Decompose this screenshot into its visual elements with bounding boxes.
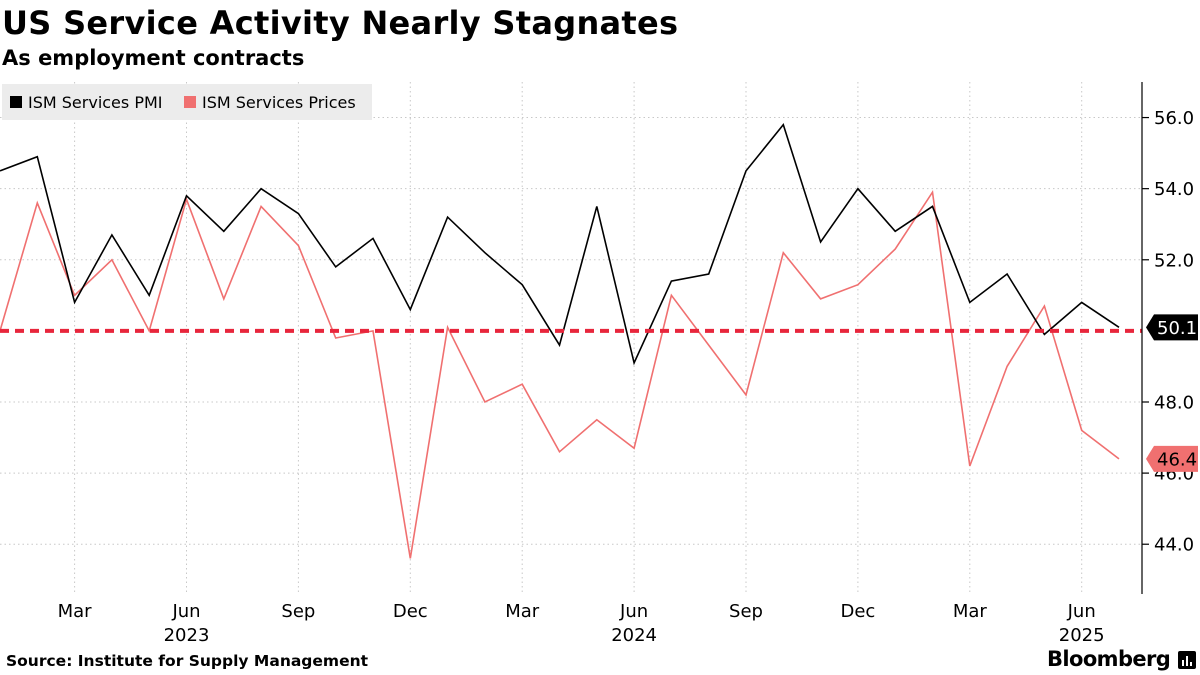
y-tick-label: 48.0 [1154,393,1194,414]
x-tick-label: Jun [171,601,200,622]
series-lines [0,123,1120,559]
series-line-pmi [0,123,1120,366]
y-tick-label: 44.0 [1154,535,1194,556]
x-tick-label: Mar [953,601,988,622]
source-note: Source: Institute for Supply Management [6,652,369,670]
bloomberg-terminal-icon [1178,651,1196,669]
x-tick-label: Jun [1067,601,1096,622]
end-label-prices: 46.4 [1157,449,1197,470]
y-tick-label: 56.0 [1154,108,1194,129]
end-tag-pmi [1146,314,1198,341]
x-year-label: 2025 [1059,625,1105,646]
x-tick-label: Dec [393,601,428,622]
x-year-label: 2023 [164,625,210,646]
series-line-prices [0,189,1120,559]
x-tick-label: Jun [619,601,648,622]
legend-swatch-pmi [10,96,22,108]
chart-title: US Service Activity Nearly Stagnates [2,4,679,42]
legend-label-prices: ISM Services Prices [202,93,356,112]
x-year-label: 2024 [611,625,657,646]
grid-lines [0,82,1142,594]
x-tick-label: Sep [729,601,763,622]
x-tick-label: Sep [281,601,315,622]
x-tick-label: Mar [58,601,93,622]
end-label-pmi: 50.1 [1157,318,1197,339]
legend: ISM Services PMI ISM Services Prices [2,84,372,120]
legend-swatch-prices [184,96,196,108]
x-tick-label: Dec [840,601,875,622]
y-tick-label: 52.0 [1154,250,1194,271]
x-axis: Mar Jun Sep Dec Mar Jun Sep Dec Mar Jun 2023 2024 20… [58,601,1105,646]
x-tick-label: Mar [505,601,540,622]
chart-subtitle: As employment contracts [2,46,305,70]
end-tag-prices [1146,445,1198,472]
bloomberg-logo: Bloomberg [1047,647,1171,671]
end-value-tags: 50.1 46.4 [1146,314,1198,472]
y-tick-label: 54.0 [1154,179,1194,200]
y-axis: 44.046.048.052.054.056.0 [1141,82,1194,594]
legend-label-pmi: ISM Services PMI [28,93,163,112]
